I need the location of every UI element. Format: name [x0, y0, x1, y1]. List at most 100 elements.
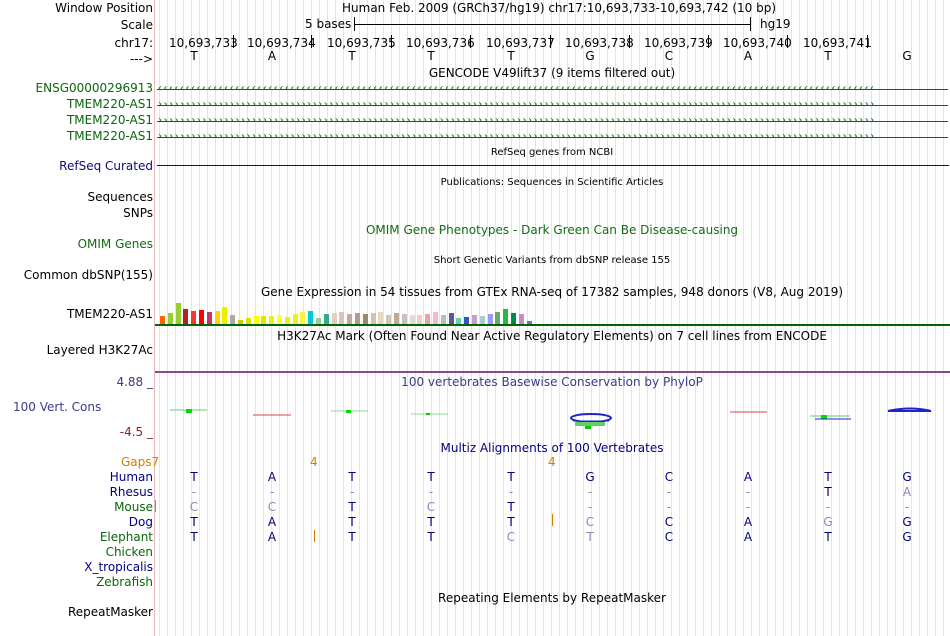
gtex-tissue-bar[interactable]	[238, 320, 243, 324]
omim-track-title[interactable]: OMIM Gene Phenotypes - Dark Green Can Be…	[365, 223, 739, 237]
gtex-tissue-bar[interactable]	[292, 314, 298, 324]
gencode-item-feature[interactable]: ››››››››››››››››››››››››››››››››››››››››…	[157, 116, 948, 126]
gtex-tissue-bar[interactable]	[526, 321, 532, 324]
species-label[interactable]: X_tropicalis	[84, 560, 153, 574]
phylop-max-label: 4.88 _	[116, 375, 153, 389]
grid-line	[695, 0, 696, 636]
gencode-item-label[interactable]: TMEM220-AS1	[66, 113, 153, 127]
phylop-track-title[interactable]: 100 vertebrates Basewise Conservation by…	[401, 375, 703, 389]
gtex-tissue-bar[interactable]	[448, 313, 454, 324]
gencode-track-title[interactable]: GENCODE V49lift37 (9 items filtered out)	[428, 66, 676, 80]
gtex-tissue-bar[interactable]	[300, 312, 306, 324]
refseq-gene-line[interactable]	[157, 165, 949, 166]
gtex-tissue-bar[interactable]	[230, 315, 236, 324]
sequences-label[interactable]: Sequences	[87, 190, 153, 204]
grid-line	[551, 0, 552, 636]
grid-line	[911, 0, 912, 636]
repeatmasker-track-title[interactable]: Repeating Elements by RepeatMasker	[438, 591, 666, 605]
gtex-tissue-bar[interactable]	[386, 315, 392, 324]
h3k27ac-track-label[interactable]: Layered H3K27Ac	[46, 343, 153, 357]
gtex-tissue-bar[interactable]	[456, 318, 462, 324]
gtex-tissue-bar[interactable]	[495, 312, 501, 324]
gtex-tissue-bar[interactable]	[160, 316, 165, 324]
gtex-tissue-bar[interactable]	[464, 317, 470, 324]
window-position-value: Human Feb. 2009 (GRCh37/hg19) chr17:10,6…	[342, 1, 777, 15]
gtex-tissue-bar[interactable]	[394, 313, 399, 324]
gtex-tissue-bar[interactable]	[284, 317, 290, 324]
gtex-tissue-bar[interactable]	[199, 310, 204, 324]
gtex-tissue-bar[interactable]	[440, 315, 446, 324]
omim-track-label[interactable]: OMIM Genes	[77, 237, 153, 251]
gtex-tissue-bar[interactable]	[487, 314, 493, 324]
gtex-baseline	[155, 324, 950, 326]
phylop-track-label[interactable]: 100 Vert. Cons	[13, 400, 102, 414]
gtex-tissue-bar[interactable]	[191, 311, 197, 324]
gtex-tissue-bar[interactable]	[183, 309, 189, 324]
gtex-tissue-bar[interactable]	[425, 314, 431, 324]
gtex-tissue-bar[interactable]	[245, 318, 251, 324]
gtex-tissue-bar[interactable]	[331, 313, 337, 324]
species-label[interactable]: Human	[109, 470, 153, 484]
h3k27ac-track-title[interactable]: H3K27Ac Mark (Often Found Near Active Re…	[277, 329, 827, 343]
gtex-tissue-bar[interactable]	[316, 318, 321, 324]
gtex-tissue-bar[interactable]	[214, 311, 220, 324]
reference-base: G	[585, 49, 595, 63]
gtex-track-title[interactable]: Gene Expression in 54 tissues from GTEx …	[260, 285, 844, 299]
aligned-base: C	[267, 500, 277, 514]
gtex-tissue-bar[interactable]	[433, 312, 438, 324]
gtex-tissue-bar[interactable]	[253, 316, 259, 324]
gtex-tissue-bar[interactable]	[175, 303, 181, 324]
gtex-tissue-bar[interactable]	[167, 313, 173, 324]
phylop-signal[interactable]	[155, 400, 950, 435]
gtex-tissue-bar[interactable]	[323, 314, 329, 324]
gtex-tissue-bar[interactable]	[339, 312, 345, 324]
gtex-tissue-bar[interactable]	[472, 315, 477, 324]
multiz-track-title[interactable]: Multiz Alignments of 100 Vertebrates	[440, 441, 664, 455]
aligned-base: -	[191, 485, 197, 499]
species-label[interactable]: Chicken	[105, 545, 153, 559]
gtex-tissue-bar[interactable]	[206, 312, 212, 324]
gtex-tissue-bar[interactable]	[409, 315, 415, 324]
species-label[interactable]: Dog	[128, 515, 153, 529]
gtex-tissue-bar[interactable]	[401, 314, 407, 324]
species-label[interactable]: Mouse	[114, 500, 153, 514]
gtex-tissue-bar[interactable]	[222, 307, 228, 324]
refseq-track-label[interactable]: RefSeq Curated	[59, 159, 153, 173]
gtex-tissue-bar[interactable]	[362, 314, 368, 324]
gtex-tissue-bar[interactable]	[370, 313, 376, 324]
gtex-tissue-bar[interactable]	[511, 313, 516, 324]
gtex-track-label[interactable]: TMEM220-AS1	[66, 307, 153, 321]
gtex-tissue-bar[interactable]	[378, 312, 384, 324]
snps-label[interactable]: SNPs	[123, 206, 153, 220]
gencode-item-label[interactable]: TMEM220-AS1	[66, 129, 153, 143]
species-label[interactable]: Rhesus	[109, 485, 153, 499]
scale-bar	[354, 17, 751, 31]
gencode-item-feature[interactable]: ››››››››››››››››››››››››››››››››››››››››…	[157, 100, 948, 110]
gtex-tissue-bar[interactable]	[308, 311, 314, 324]
dbsnp-track-title[interactable]: Short Genetic Variants from dbSNP releas…	[433, 255, 671, 266]
gtex-tissue-bar[interactable]	[417, 315, 423, 324]
ruler-tick	[311, 35, 312, 48]
gtex-tissue-bar[interactable]	[277, 315, 282, 324]
repeatmasker-track-label[interactable]: RepeatMasker	[67, 605, 153, 619]
species-label[interactable]: Zebrafish	[96, 575, 153, 589]
refseq-track-title[interactable]: RefSeq genes from NCBI	[490, 147, 614, 158]
gencode-item-feature[interactable]: ‹‹‹‹‹‹‹‹‹‹‹‹‹‹‹‹‹‹‹‹‹‹‹‹‹‹‹‹‹‹‹‹‹‹‹‹‹‹‹‹…	[157, 84, 948, 94]
gtex-tissue-bar[interactable]	[518, 314, 524, 324]
aligned-base: -	[666, 485, 672, 499]
gtex-tissue-bar[interactable]	[261, 316, 267, 324]
gtex-bar-chart[interactable]	[157, 302, 557, 324]
gtex-tissue-bar[interactable]	[347, 314, 353, 324]
gaps-label[interactable]: Gaps7	[121, 455, 160, 469]
gencode-item-label[interactable]: TMEM220-AS1	[66, 97, 153, 111]
gencode-item-feature[interactable]: ››››››››››››››››››››››››››››››››››››››››…	[157, 132, 948, 142]
gtex-tissue-bar[interactable]	[355, 313, 360, 324]
gtex-tissue-bar[interactable]	[269, 316, 275, 324]
species-label[interactable]: Elephant	[99, 530, 153, 544]
gtex-tissue-bar[interactable]	[503, 309, 509, 324]
dbsnp-track-label[interactable]: Common dbSNP(155)	[23, 268, 153, 282]
gtex-tissue-bar[interactable]	[479, 316, 485, 324]
gencode-item-label[interactable]: ENSG00000296913	[35, 81, 153, 95]
publications-track-title[interactable]: Publications: Sequences in Scientific Ar…	[440, 177, 664, 188]
aligned-base: G	[823, 515, 833, 529]
